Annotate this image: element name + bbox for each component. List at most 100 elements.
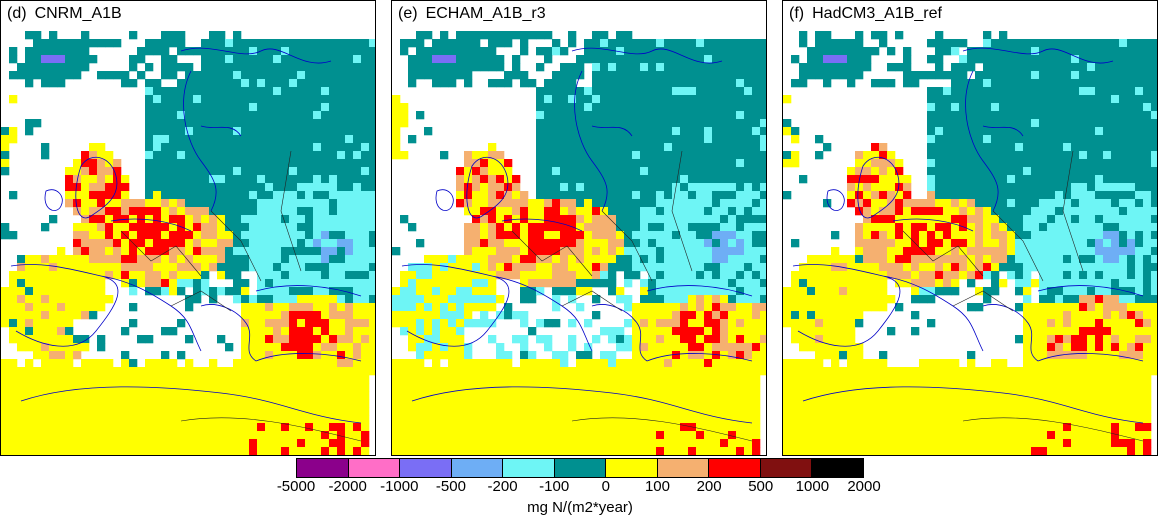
- grid-cell: [656, 175, 665, 184]
- grid-cell: [329, 319, 338, 328]
- grid-cell: [225, 207, 234, 216]
- grid-cell: [177, 439, 186, 448]
- grid-cell: [664, 119, 673, 128]
- grid-cell: [225, 143, 234, 152]
- grid-cell: [632, 367, 641, 376]
- grid-cell: [744, 303, 753, 312]
- grid-cell: [1023, 207, 1032, 216]
- grid-cell: [392, 311, 401, 320]
- grid-cell: [656, 383, 665, 392]
- grid-cell: [760, 103, 766, 112]
- grid-cell: [329, 367, 338, 376]
- grid-cell: [656, 247, 665, 256]
- grid-cell: [257, 127, 266, 136]
- grid-cell: [17, 439, 26, 448]
- grid-cell: [424, 31, 433, 40]
- grid-cell: [241, 407, 250, 416]
- grid-cell: [664, 55, 673, 64]
- grid-cell: [456, 311, 465, 320]
- grid-cell: [1119, 135, 1128, 144]
- grid-cell: [720, 95, 729, 104]
- grid-cell: [432, 407, 441, 416]
- grid-cell: [584, 343, 593, 352]
- grid-cell: [297, 439, 306, 448]
- grid-cell: [688, 71, 697, 80]
- grid-cell: [664, 39, 673, 48]
- grid-cell: [1, 295, 10, 304]
- grid-cell: [887, 231, 896, 240]
- grid-cell: [145, 415, 154, 424]
- grid-cell: [185, 183, 194, 192]
- grid-cell: [536, 95, 545, 104]
- grid-cell: [752, 271, 761, 280]
- grid-cell: [576, 111, 585, 120]
- grid-cell: [432, 367, 441, 376]
- grid-cell: [313, 447, 322, 455]
- grid-cell: [400, 47, 409, 56]
- grid-cell: [49, 399, 58, 408]
- grid-cell: [1143, 231, 1152, 240]
- grid-cell: [33, 415, 42, 424]
- grid-cell: [528, 279, 537, 288]
- grid-cell: [249, 95, 258, 104]
- grid-cell: [1111, 199, 1120, 208]
- grid-cell: [472, 159, 481, 168]
- grid-cell: [640, 367, 649, 376]
- grid-cell: [600, 143, 609, 152]
- grid-cell: [648, 103, 657, 112]
- grid-cell: [504, 271, 513, 280]
- grid-cell: [552, 71, 561, 80]
- grid-cell: [153, 119, 162, 128]
- grid-cell: [400, 391, 409, 400]
- grid-cell: [201, 255, 210, 264]
- grid-cell: [440, 279, 449, 288]
- grid-cell: [456, 343, 465, 352]
- grid-cell: [440, 423, 449, 432]
- grid-cell: [680, 207, 689, 216]
- grid-cell: [177, 423, 186, 432]
- grid-cell: [153, 47, 162, 56]
- grid-cell: [488, 383, 497, 392]
- grid-cell: [911, 247, 920, 256]
- grid-cell: [297, 415, 306, 424]
- grid-cell: [65, 335, 74, 344]
- grid-cell: [392, 407, 401, 416]
- grid-cell: [672, 55, 681, 64]
- grid-cell: [105, 447, 114, 455]
- grid-cell: [185, 79, 194, 88]
- grid-cell: [991, 103, 1000, 112]
- grid-cell: [337, 255, 346, 264]
- grid-cell: [1055, 55, 1064, 64]
- grid-cell: [41, 343, 50, 352]
- grid-cell: [361, 391, 370, 400]
- grid-cell: [424, 263, 433, 272]
- grid-cell: [664, 63, 673, 72]
- grid-cell: [201, 103, 210, 112]
- grid-cell: [177, 407, 186, 416]
- grid-cell: [361, 327, 370, 336]
- grid-cell: [704, 295, 713, 304]
- grid-cell: [704, 175, 713, 184]
- grid-cell: [608, 231, 617, 240]
- grid-cell: [696, 199, 705, 208]
- grid-cell: [752, 71, 761, 80]
- grid-cell: [1143, 39, 1152, 48]
- grid-cell: [297, 359, 306, 368]
- grid-cell: [1015, 55, 1024, 64]
- grid-cell: [1151, 199, 1157, 208]
- grid-cell: [400, 407, 409, 416]
- grid-cell: [1031, 207, 1040, 216]
- grid-cell: [672, 271, 681, 280]
- grid-cell: [496, 407, 505, 416]
- grid-cell: [712, 247, 721, 256]
- grid-cell: [329, 159, 338, 168]
- grid-cell: [353, 367, 362, 376]
- grid-cell: [568, 375, 577, 384]
- grid-cell: [17, 431, 26, 440]
- grid-cell: [760, 335, 766, 344]
- grid-cell: [400, 447, 409, 455]
- grid-cell: [249, 231, 258, 240]
- grid-cell: [281, 103, 290, 112]
- grid-cell: [656, 151, 665, 160]
- grid-cell: [321, 351, 330, 360]
